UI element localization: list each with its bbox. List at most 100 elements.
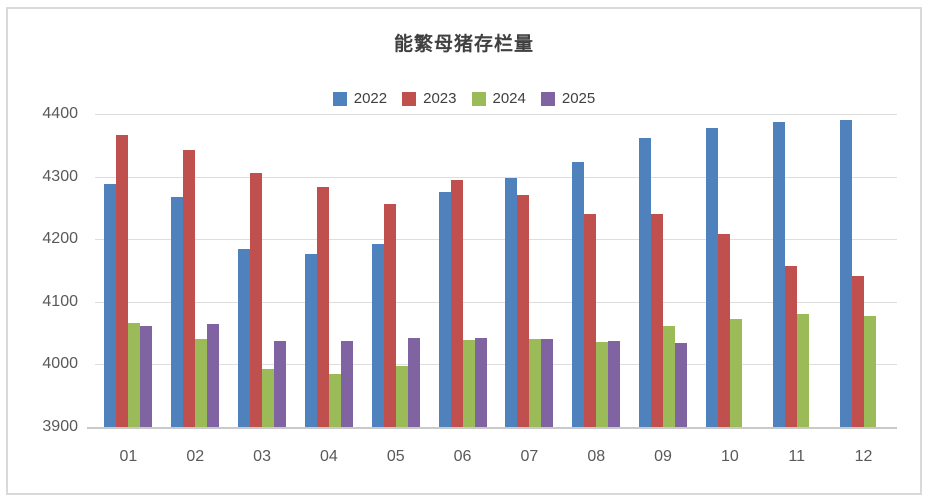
legend-label-2022: 2022 xyxy=(353,90,388,107)
x-tick-label: 04 xyxy=(320,448,338,465)
bar-2024-07 xyxy=(529,338,542,427)
bar-2024-09 xyxy=(663,326,676,427)
gridline xyxy=(95,364,897,366)
legend-item-2023: 2023 xyxy=(402,90,457,107)
gridline xyxy=(87,427,897,429)
bar-2022-01 xyxy=(104,183,117,427)
gridline xyxy=(95,176,897,178)
bar-2022-05 xyxy=(371,244,384,427)
gridline xyxy=(95,239,897,241)
legend-label-2025: 2025 xyxy=(561,90,596,107)
bar-2022-08 xyxy=(572,162,585,427)
bar-2023-03 xyxy=(250,173,263,427)
bar-group xyxy=(696,114,763,427)
bar-2022-07 xyxy=(505,178,518,427)
bar-2023-10 xyxy=(717,233,730,427)
x-tick-label: 09 xyxy=(654,448,672,465)
bar-2022-10 xyxy=(705,127,718,427)
x-tick-label: 01 xyxy=(119,448,138,465)
bar-2025-07 xyxy=(541,338,554,427)
bar-2024-02 xyxy=(195,338,208,427)
bar-2025-04 xyxy=(340,340,353,427)
bar-2023-02 xyxy=(183,149,196,427)
bar-group xyxy=(563,114,630,427)
x-tick-label: 02 xyxy=(186,448,205,465)
bar-2023-04 xyxy=(316,186,329,427)
x-tick-label: 10 xyxy=(720,448,739,465)
bar-group xyxy=(295,114,362,427)
bar-2023-11 xyxy=(784,265,797,427)
bar-2024-10 xyxy=(729,319,742,427)
y-tick-label: 4200 xyxy=(42,230,78,248)
bar-2024-11 xyxy=(796,314,809,427)
x-tick-label: 03 xyxy=(253,448,271,465)
bar-2025-02 xyxy=(207,323,220,427)
bar-2025-06 xyxy=(474,338,487,427)
legend-item-2025: 2025 xyxy=(540,90,596,107)
legend-label-2023: 2023 xyxy=(423,90,457,107)
bar-group xyxy=(229,114,296,427)
y-tick-label: 3900 xyxy=(42,418,78,435)
plot-area: 01 02 03 04 05 06 07 08 09 10 11 12 xyxy=(87,114,897,465)
legend-swatch-2025 xyxy=(540,91,555,106)
x-tick-label: 11 xyxy=(788,448,805,465)
legend-swatch-2024 xyxy=(471,91,486,106)
legend-swatch-2022 xyxy=(332,91,347,106)
bar-2024-04 xyxy=(328,373,341,427)
bar-group xyxy=(362,114,429,427)
bar-2025-09 xyxy=(675,342,688,427)
bar-groups xyxy=(95,114,897,427)
x-tick-label: 08 xyxy=(587,448,606,465)
chart-title: 能繁母猪存栏量 xyxy=(393,34,534,55)
chart-frame: 能繁母猪存栏量 2022 2023 2024 2025 01 02 03 04 05 06 07 0… xyxy=(6,7,922,495)
x-tick-label: 07 xyxy=(520,448,539,465)
bar-group xyxy=(496,114,563,427)
bar-2023-09 xyxy=(651,214,664,427)
bar-group xyxy=(95,114,162,427)
bar-2024-12 xyxy=(863,315,876,427)
bar-2025-01 xyxy=(140,325,153,427)
bar-2022-04 xyxy=(304,253,317,427)
x-axis-labels: 01 02 03 04 05 06 07 08 09 10 11 12 xyxy=(95,448,897,466)
bar-2022-11 xyxy=(772,121,785,427)
bar-2023-12 xyxy=(851,275,864,427)
bar-2025-03 xyxy=(274,340,287,427)
bar-2024-08 xyxy=(596,341,609,427)
bar-2023-07 xyxy=(517,195,530,427)
bar-2024-05 xyxy=(395,366,408,427)
bar-group xyxy=(763,114,830,427)
bar-2022-06 xyxy=(438,191,451,427)
bar-2022-09 xyxy=(639,138,652,427)
y-tick-label: 4400 xyxy=(42,105,78,122)
bar-2024-03 xyxy=(262,369,275,427)
bar-2022-03 xyxy=(238,248,251,427)
bar-2024-06 xyxy=(462,340,475,427)
bar-2023-08 xyxy=(584,213,597,427)
legend-item-2024: 2024 xyxy=(471,90,526,107)
x-tick-label: 06 xyxy=(453,448,472,465)
bar-2024-01 xyxy=(128,323,141,427)
bar-group xyxy=(429,114,496,427)
bar-group xyxy=(830,114,897,427)
bar-2023-05 xyxy=(383,203,396,427)
bar-2023-06 xyxy=(450,179,463,427)
legend-swatch-2023 xyxy=(402,91,417,106)
y-tick-label: 4000 xyxy=(42,355,78,373)
bar-group xyxy=(162,114,229,427)
bar-2022-12 xyxy=(839,120,852,427)
y-tick-label: 4300 xyxy=(42,167,78,185)
legend-label-2024: 2024 xyxy=(492,90,526,107)
y-tick-label: 4100 xyxy=(42,292,78,310)
x-tick-label: 12 xyxy=(854,448,873,465)
bar-2025-05 xyxy=(407,338,420,427)
chart-legend: 2022 2023 2024 2025 xyxy=(8,90,920,107)
bar-2022-02 xyxy=(171,196,184,427)
legend-item-2022: 2022 xyxy=(332,90,388,107)
bar-2025-08 xyxy=(608,340,621,427)
x-tick-label: 05 xyxy=(386,448,405,465)
bar-group xyxy=(630,114,697,427)
bar-2023-01 xyxy=(116,134,129,427)
gridline xyxy=(95,301,897,303)
gridline xyxy=(95,114,897,115)
